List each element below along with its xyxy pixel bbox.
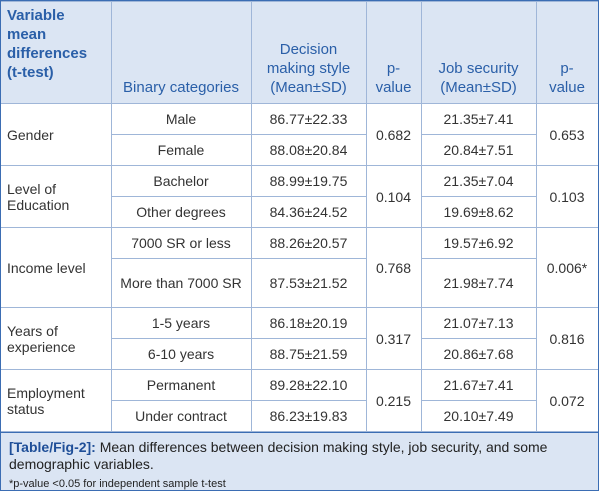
p-value-cell: 0.816 bbox=[535, 307, 598, 370]
decision-cell: 86.18±20.19 bbox=[250, 307, 367, 339]
decision-cell: 88.99±19.75 bbox=[250, 165, 367, 197]
header-row: Variable mean differences (t-test) Binary… bbox=[1, 1, 598, 104]
table-row: Employment status Permanent 89.28±22.10 0.2… bbox=[1, 369, 598, 432]
category-cell: Female bbox=[111, 134, 252, 166]
job-cell: 19.69±8.62 bbox=[420, 196, 537, 228]
p-value-cell: 0.103 bbox=[535, 165, 598, 228]
job-cell: 19.57±6.92 bbox=[420, 227, 537, 259]
p-value-cell: 0.653 bbox=[535, 103, 598, 166]
footnote: *p-value <0.05 for independent sample t-… bbox=[9, 478, 226, 490]
category-cell: Male bbox=[110, 103, 252, 135]
category-cell: More than 7000 SR bbox=[111, 258, 252, 308]
header-cell: Binary categories bbox=[111, 1, 252, 104]
table-row: Years of experience 1-5 years 86.18±20.19 0… bbox=[1, 307, 598, 370]
job-cell: 20.10±7.49 bbox=[420, 400, 537, 432]
header-cell: p-value bbox=[536, 1, 598, 104]
category-cell: 1-5 years bbox=[110, 307, 252, 339]
p-value-cell: 0.317 bbox=[365, 307, 422, 370]
table-row: Under contract 86.23±19.83 20.10±7.49 bbox=[1, 400, 598, 432]
category-cell: 6-10 years bbox=[111, 338, 252, 370]
table-row: More than 7000 SR 87.53±21.52 21.98±7.74 bbox=[1, 258, 598, 308]
category-cell: Under contract bbox=[111, 400, 252, 432]
table-body: Gender Male 86.77±22.33 0.682 21.35±7.41 0.65… bbox=[1, 103, 598, 432]
decision-cell: 89.28±22.10 bbox=[250, 369, 367, 401]
decision-cell: 86.77±22.33 bbox=[250, 103, 367, 135]
decision-cell: 87.53±21.52 bbox=[250, 258, 367, 308]
caption: [Table/Fig-2]: Mean differences between … bbox=[1, 432, 598, 490]
decision-cell: 88.26±20.57 bbox=[250, 227, 367, 259]
group-label: Level of Education bbox=[1, 165, 112, 228]
job-cell: 21.98±7.74 bbox=[420, 258, 537, 308]
decision-cell: 84.36±24.52 bbox=[250, 196, 367, 228]
header-cell: Decision making style (Mean±SD) bbox=[251, 1, 367, 104]
table-row: Gender Male 86.77±22.33 0.682 21.35±7.41 0.65… bbox=[1, 103, 598, 166]
job-cell: 21.67±7.41 bbox=[420, 369, 537, 401]
group-label: Gender bbox=[1, 103, 112, 166]
job-cell: 21.07±7.13 bbox=[420, 307, 537, 339]
caption-label: [Table/Fig-2]: bbox=[9, 439, 96, 455]
job-cell: 20.86±7.68 bbox=[420, 338, 537, 370]
category-cell: Bachelor bbox=[110, 165, 252, 197]
header-cell: p-value bbox=[366, 1, 422, 104]
table-row: 6-10 years 88.75±21.59 20.86±7.68 bbox=[1, 338, 598, 370]
table-row: Other degrees 84.36±24.52 19.69±8.62 bbox=[1, 196, 598, 228]
p-value-cell: 0.768 bbox=[365, 227, 422, 308]
job-cell: 21.35±7.41 bbox=[420, 103, 537, 135]
p-value-cell: 0.072 bbox=[535, 369, 598, 432]
category-cell: Other degrees bbox=[111, 196, 252, 228]
caption-text: Mean differences between decision making… bbox=[9, 439, 548, 472]
table-row: Income level 7000 SR or less 88.26±20.57 0.… bbox=[1, 227, 598, 308]
table: Variable mean differences (t-test) Binary… bbox=[1, 1, 598, 432]
p-value-cell: 0.104 bbox=[365, 165, 422, 228]
job-cell: 21.35±7.04 bbox=[420, 165, 537, 197]
decision-cell: 86.23±19.83 bbox=[250, 400, 367, 432]
decision-cell: 88.08±20.84 bbox=[250, 134, 367, 166]
p-value-cell: 0.682 bbox=[365, 103, 422, 166]
header-cell: Variable mean differences (t-test) bbox=[1, 1, 112, 104]
job-cell: 20.84±7.51 bbox=[420, 134, 537, 166]
group-label: Years of experience bbox=[1, 307, 112, 370]
p-value-cell: 0.006* bbox=[535, 227, 598, 308]
category-cell: Permanent bbox=[110, 369, 252, 401]
p-value-cell: 0.215 bbox=[365, 369, 422, 432]
table-row: Level of Education Bachelor 88.99±19.75 0.1… bbox=[1, 165, 598, 228]
group-label: Employment status bbox=[1, 369, 112, 432]
header-cell: Job security (Mean±SD) bbox=[421, 1, 537, 104]
decision-cell: 88.75±21.59 bbox=[250, 338, 367, 370]
category-cell: 7000 SR or less bbox=[110, 227, 252, 259]
group-label: Income level bbox=[1, 227, 112, 308]
